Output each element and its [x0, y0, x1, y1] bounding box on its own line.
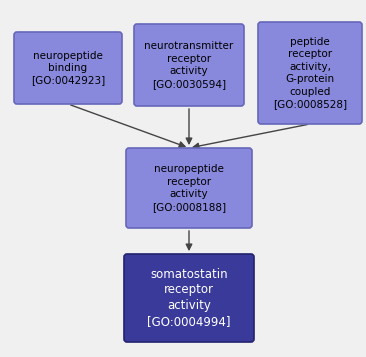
FancyBboxPatch shape	[124, 254, 254, 342]
Text: neuropeptide
binding
[GO:0042923]: neuropeptide binding [GO:0042923]	[31, 51, 105, 85]
FancyBboxPatch shape	[134, 24, 244, 106]
Text: neuropeptide
receptor
activity
[GO:0008188]: neuropeptide receptor activity [GO:00081…	[152, 165, 226, 212]
FancyBboxPatch shape	[126, 148, 252, 228]
Text: peptide
receptor
activity,
G-protein
coupled
[GO:0008528]: peptide receptor activity, G-protein cou…	[273, 37, 347, 109]
Text: somatostatin
receptor
activity
[GO:0004994]: somatostatin receptor activity [GO:00049…	[147, 267, 231, 328]
FancyBboxPatch shape	[258, 22, 362, 124]
Text: neurotransmitter
receptor
activity
[GO:0030594]: neurotransmitter receptor activity [GO:0…	[144, 41, 234, 89]
FancyBboxPatch shape	[14, 32, 122, 104]
